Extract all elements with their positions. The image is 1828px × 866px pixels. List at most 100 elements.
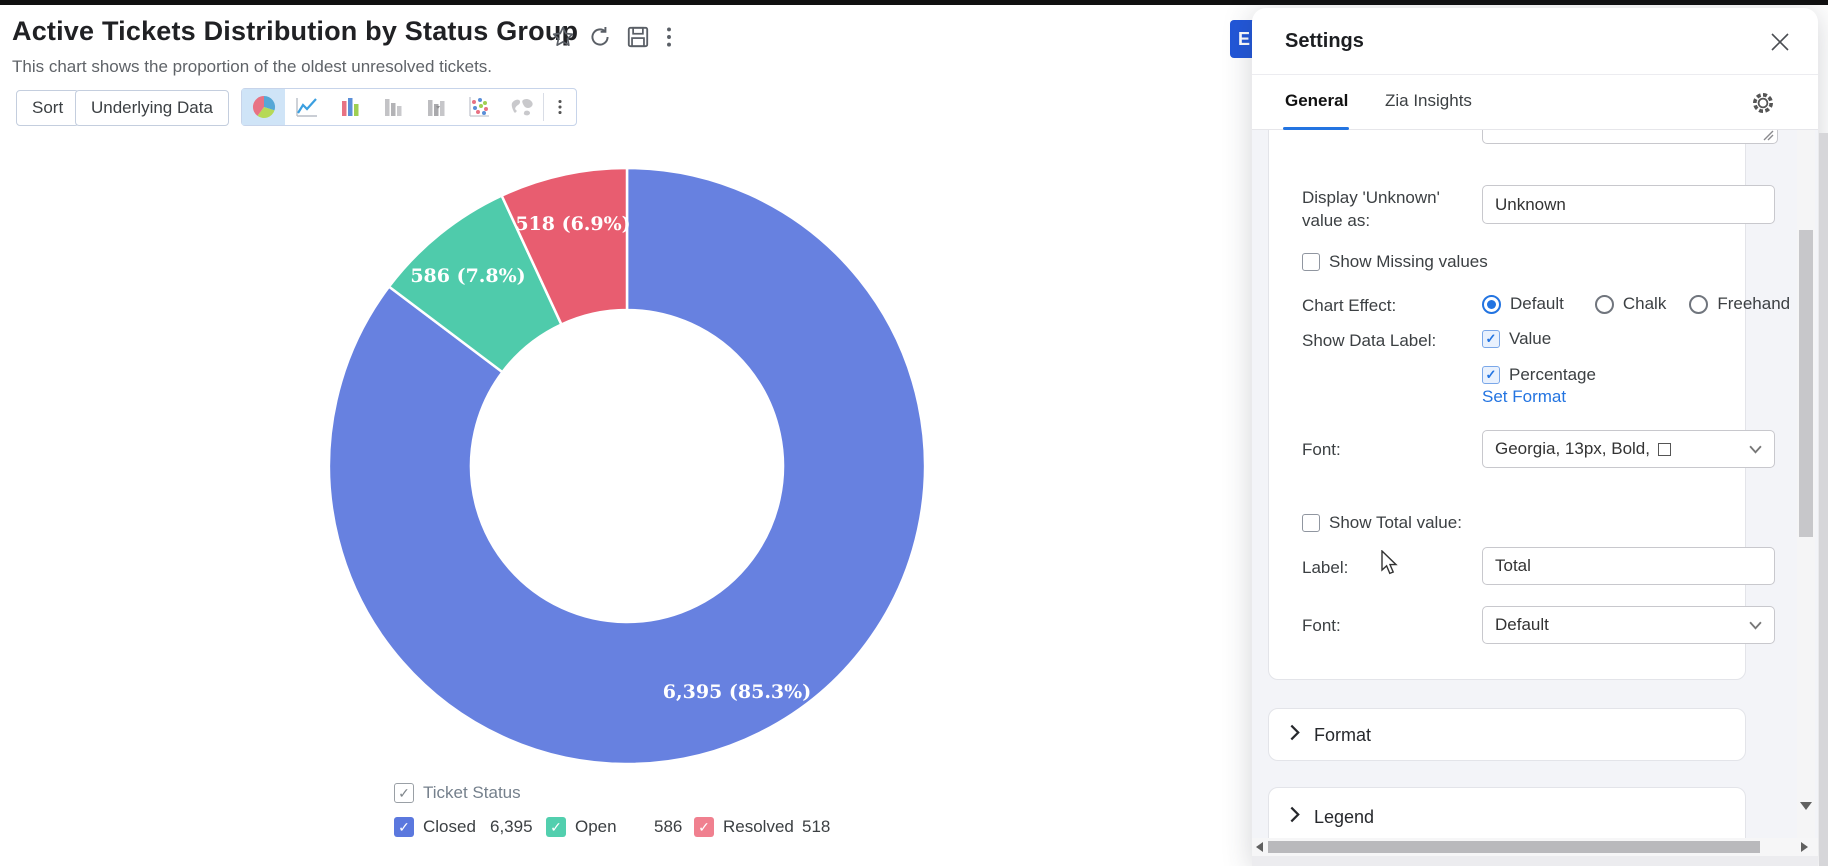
more-chart-types-kebab-icon[interactable] (544, 89, 576, 125)
data-label-percentage-row: ✓ Percentage (1482, 365, 1596, 385)
scroll-left-arrow[interactable] (1256, 842, 1263, 852)
format-section[interactable]: Format (1268, 708, 1746, 761)
effect-chalk-label: Chalk (1622, 294, 1667, 313)
general-settings-card: Display 'Unknown' value as: Show Missing… (1268, 130, 1790, 680)
percentage-checkbox[interactable]: ✓ (1482, 366, 1500, 384)
gear-icon[interactable] (1748, 88, 1778, 118)
total-label-input[interactable] (1482, 547, 1775, 585)
display-unknown-input[interactable] (1482, 185, 1775, 224)
show-total-checkbox[interactable] (1302, 514, 1320, 532)
active-tab-underline (1283, 127, 1349, 130)
legend-value: 586 (654, 817, 683, 836)
horizontal-scrollbar[interactable] (1252, 838, 1818, 856)
horizontal-scrollbar-thumb[interactable] (1268, 841, 1760, 853)
tab-zia-insights[interactable]: Zia Insights (1385, 91, 1472, 110)
map-icon[interactable] (500, 89, 543, 125)
effect-chalk-radio[interactable] (1594, 294, 1614, 314)
chevron-right-icon (1289, 806, 1300, 828)
donut-slice-closed[interactable] (327, 166, 927, 766)
set-format-link[interactable]: Set Format (1482, 387, 1567, 406)
legend-section[interactable]: Legend (1268, 787, 1746, 838)
legend-title: Ticket Status (423, 783, 521, 802)
underlying-data-button[interactable]: Underlying Data (75, 90, 229, 126)
show-missing-row: Show Missing values (1302, 252, 1488, 272)
chevron-down-icon (1749, 615, 1762, 635)
bar-chart-icon[interactable] (328, 89, 371, 125)
chevron-right-icon (1289, 724, 1300, 746)
stacked-bar-icon[interactable] (371, 89, 414, 125)
settings-header: Settings (1252, 8, 1818, 75)
pie-chart-icon[interactable] (242, 89, 285, 125)
refresh-icon[interactable] (587, 24, 613, 50)
settings-panel: Settings General Zia Insights Display 'U… (1252, 8, 1818, 866)
show-data-label-label: Show Data Label: (1302, 331, 1437, 350)
legend-label[interactable]: Open (575, 817, 617, 836)
more-options-kebab-icon[interactable] (656, 24, 682, 50)
close-icon[interactable] (1768, 30, 1792, 54)
legend-items-row: ✓ Closed 6,395 ✓ Open 586 ✓ Resolved 518 (394, 817, 830, 837)
resize-handle-icon[interactable] (1762, 130, 1774, 141)
legend-checkbox-closed[interactable]: ✓ (394, 817, 414, 837)
chart-effect-label: Chart Effect: (1302, 296, 1397, 315)
data-label-value-row: ✓ Value (1482, 329, 1551, 349)
favorite-star-icon[interactable] (550, 24, 576, 50)
legend-label[interactable]: Closed (423, 817, 476, 836)
window-top-edge (0, 0, 1828, 5)
chart-type-switcher (241, 88, 577, 126)
data-label-open: 586 (7.8%) (410, 265, 526, 287)
chart-effect-options: Default Chalk Freehand (1482, 294, 1790, 314)
settings-title: Settings (1285, 30, 1364, 52)
vertical-scrollbar-thumb[interactable] (1799, 230, 1813, 537)
show-missing-checkbox[interactable] (1302, 253, 1320, 271)
legend-checkbox-resolved[interactable]: ✓ (694, 817, 714, 837)
waterfall-icon[interactable] (414, 89, 457, 125)
save-icon[interactable] (625, 24, 651, 50)
panel-bottom-strip (1252, 856, 1818, 866)
value-label: Value (1509, 329, 1552, 348)
data-label-resolved: 518 (6.9%) (515, 213, 631, 235)
total-font-value: Default (1495, 615, 1549, 634)
effect-freehand-label: Freehand (1717, 294, 1791, 313)
legend-label[interactable]: Resolved (723, 817, 794, 836)
vertical-scrollbar[interactable] (1797, 130, 1815, 838)
total-font-label: Font: (1302, 616, 1341, 635)
scroll-right-arrow[interactable] (1801, 842, 1808, 852)
page-title: Active Tickets Distribution by Status Gr… (12, 16, 579, 46)
page-scrollbar[interactable] (1819, 133, 1828, 866)
legend-title-row: ✓ Ticket Status (394, 783, 521, 803)
scatter-icon[interactable] (457, 89, 500, 125)
effect-default-label: Default (1510, 294, 1564, 313)
font-dropdown-value: Georgia, 13px, Bold, (1495, 439, 1650, 458)
description-textarea-partial[interactable] (1482, 130, 1778, 144)
donut-slice-resolved[interactable] (500, 166, 629, 326)
legend-title-checkbox[interactable]: ✓ (394, 783, 414, 803)
chevron-down-icon (1749, 439, 1762, 459)
font-dropdown[interactable]: Georgia, 13px, Bold, (1482, 430, 1775, 468)
tab-general[interactable]: General (1285, 91, 1349, 110)
font-label: Font: (1302, 440, 1341, 459)
scroll-down-arrow[interactable] (1800, 802, 1812, 810)
settings-tab-bar: General Zia Insights (1252, 75, 1818, 130)
show-missing-label: Show Missing values (1329, 252, 1488, 271)
effect-freehand-radio[interactable] (1689, 294, 1709, 314)
total-font-dropdown[interactable]: Default (1482, 606, 1775, 644)
format-section-label: Format (1314, 724, 1372, 745)
font-color-swatch (1657, 442, 1671, 456)
settings-scroll-area: Display 'Unknown' value as: Show Missing… (1252, 130, 1818, 838)
sort-button[interactable]: Sort (16, 90, 80, 126)
show-total-label: Show Total value: (1329, 513, 1462, 532)
mouse-cursor (1381, 550, 1398, 575)
data-label-closed: 6,395 (85.3%) (662, 681, 812, 703)
total-label-label: Label: (1302, 558, 1349, 577)
page-subtitle: This chart shows the proportion of the o… (12, 57, 493, 76)
effect-default-radio[interactable] (1482, 294, 1501, 314)
toolbar-separator (543, 93, 544, 121)
legend-value: 6,395 (490, 817, 533, 836)
legend-checkbox-open[interactable]: ✓ (546, 817, 566, 837)
line-chart-icon[interactable] (285, 89, 328, 125)
value-checkbox[interactable]: ✓ (1482, 330, 1500, 348)
display-unknown-label: Display 'Unknown' value as: (1302, 188, 1440, 230)
percentage-label: Percentage (1509, 365, 1596, 384)
legend-section-label: Legend (1314, 806, 1375, 827)
show-total-row: Show Total value: (1302, 513, 1462, 533)
